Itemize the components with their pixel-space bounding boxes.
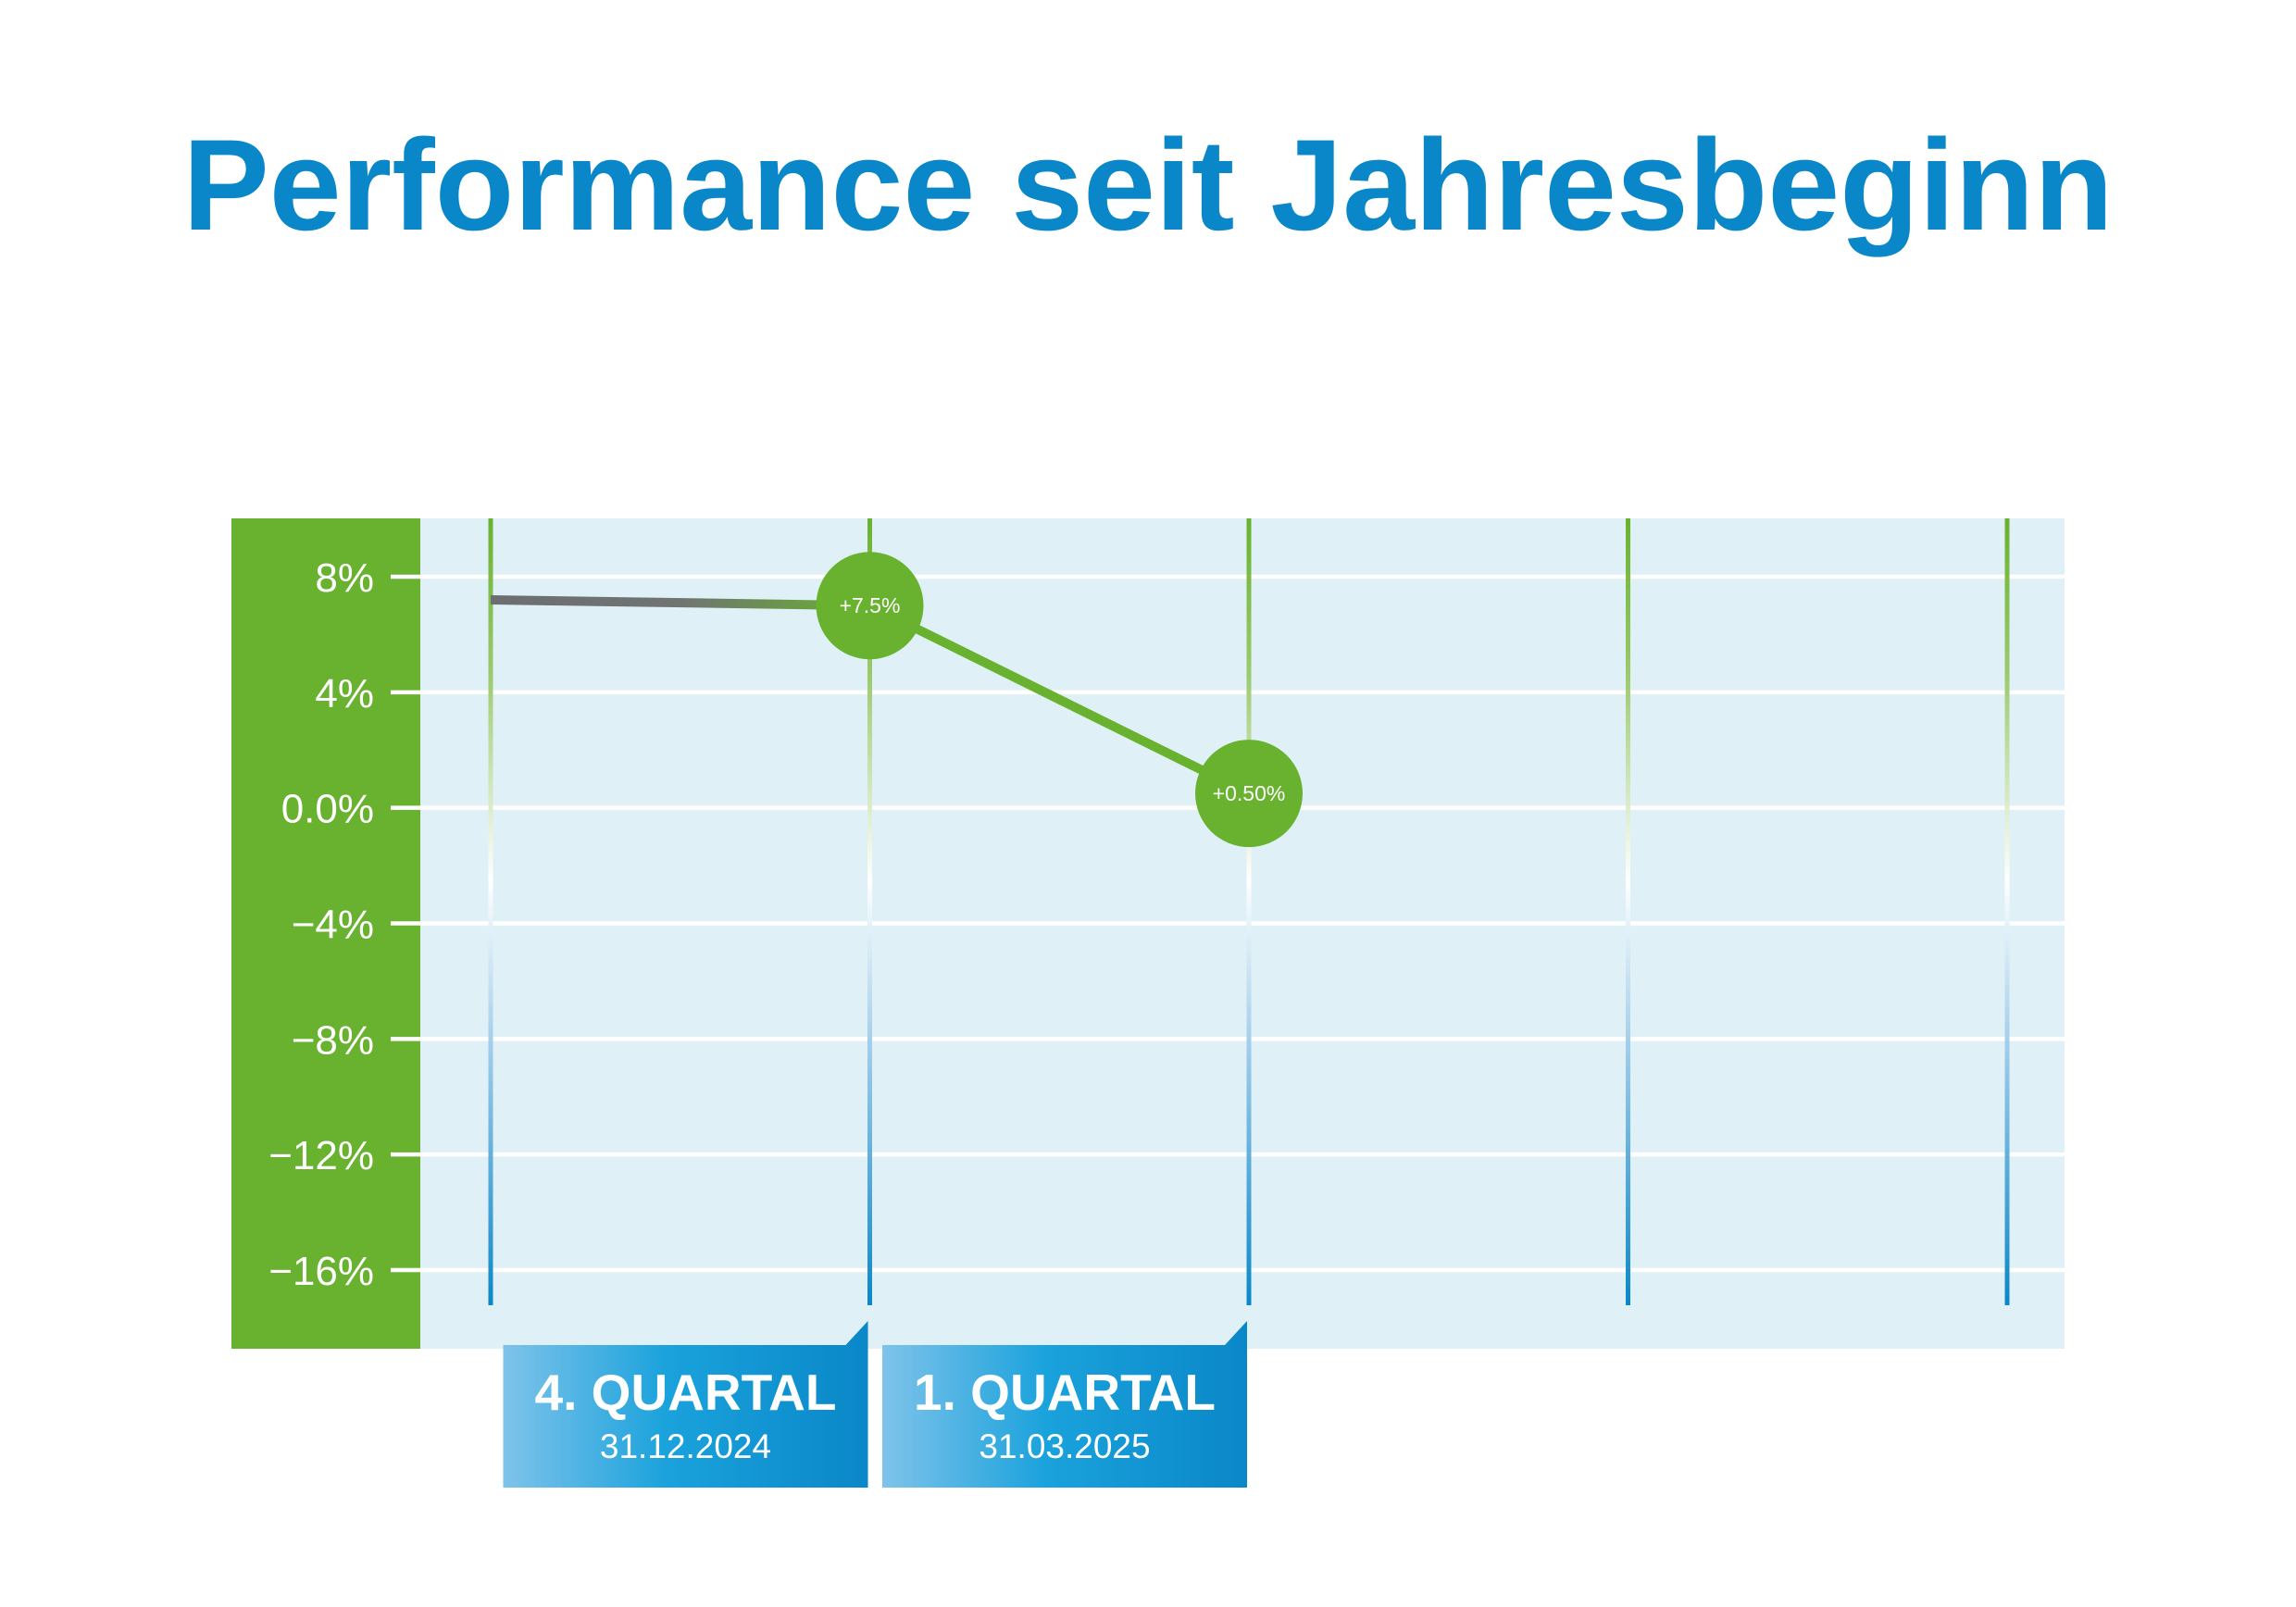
chart-title: Performance seit Jahresbeginn	[182, 112, 2114, 257]
quarter-date: 31.12.2024	[600, 1427, 771, 1465]
quarter-line	[1626, 518, 1630, 1305]
data-point	[816, 552, 924, 660]
quarter-lines	[488, 518, 2010, 1305]
y-tick-label: −12%	[268, 1133, 374, 1178]
quarter-line	[488, 518, 493, 1305]
y-tick-label: 0.0%	[281, 787, 374, 832]
plot-background	[418, 518, 2065, 1349]
quarter-line	[2004, 518, 2010, 1305]
quarter-name: 4. QUARTAL	[535, 1364, 837, 1421]
quarter-line	[1246, 518, 1252, 1305]
y-axis-panel	[231, 518, 420, 1349]
y-tick-label: 4%	[315, 671, 374, 716]
y-tick-label: 8%	[315, 555, 374, 601]
quarter-name: 1. QUARTAL	[914, 1364, 1216, 1421]
y-tick-label: −8%	[292, 1017, 374, 1063]
data-markers: +7.5% +0.50%	[816, 552, 1303, 848]
quarter-date: 31.03.2025	[979, 1427, 1150, 1465]
quarter-label-box: 4. QUARTAL 31.12.2024	[503, 1321, 868, 1488]
series-segment	[865, 601, 1254, 799]
series-segment	[491, 594, 870, 611]
quarter-box-shape	[882, 1321, 1247, 1488]
series-line	[491, 594, 1254, 799]
y-tick-label: −16%	[268, 1249, 374, 1294]
quarter-labels: 4. QUARTAL 31.12.2024 1. QUARTAL 31.03.2025	[503, 1321, 1247, 1488]
data-label: +0.50%	[1213, 781, 1286, 805]
y-tick-label: −4%	[292, 903, 374, 948]
quarter-label-box: 1. QUARTAL 31.03.2025	[882, 1321, 1247, 1488]
quarter-line	[867, 518, 872, 1305]
y-axis-ticks: 8% 4% 0.0% −4% −8% −12% −16%	[268, 555, 374, 1294]
data-point	[1195, 740, 1303, 848]
quarter-box-shape	[503, 1321, 868, 1488]
data-label: +7.5%	[840, 593, 901, 617]
